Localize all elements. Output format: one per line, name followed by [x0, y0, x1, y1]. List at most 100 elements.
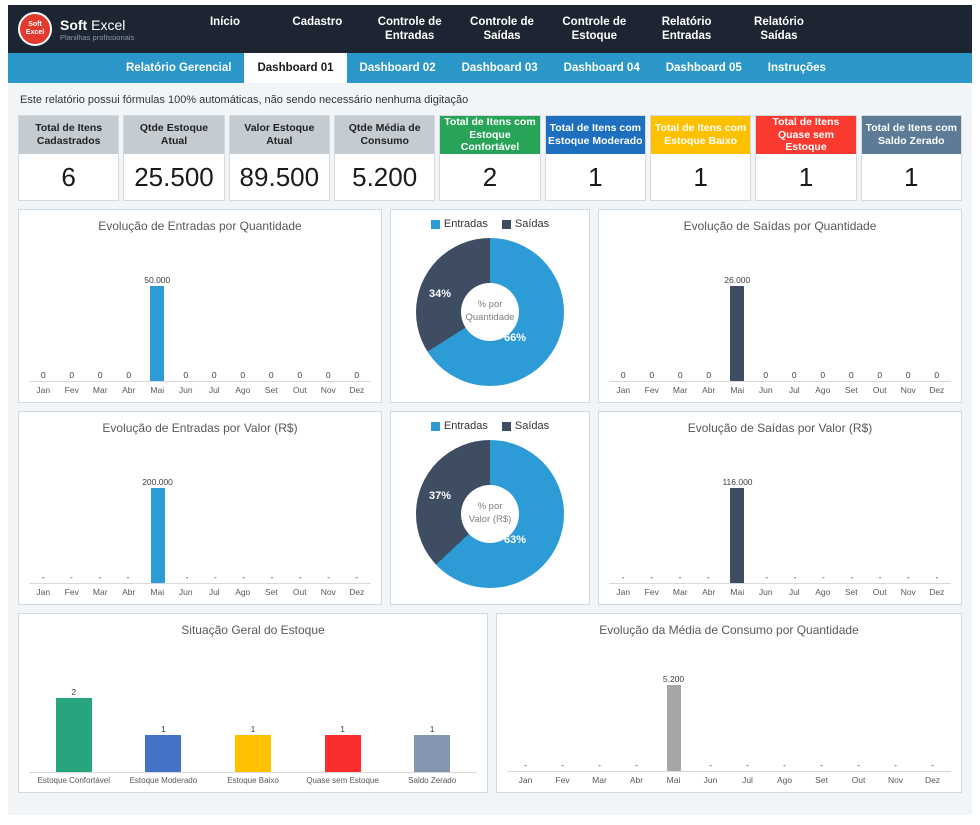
- x-axis-label: Abr: [702, 385, 716, 395]
- bar-column: -: [692, 760, 729, 771]
- nav-controle-saidas[interactable]: Controle de Saídas: [470, 15, 534, 42]
- bar-value-label: -: [270, 572, 274, 582]
- nav-controle-estoque[interactable]: Controle de Estoque: [562, 15, 627, 42]
- bar-value-label: -: [793, 572, 797, 582]
- bar: [414, 735, 451, 772]
- kpi-value: 5.200: [352, 161, 418, 192]
- kpi-header: Total de Itens com Estoque Moderado: [545, 116, 645, 154]
- x-axis-label: Out: [851, 775, 866, 785]
- x-axis-label: Set: [844, 587, 858, 597]
- x-axis-label: Ago: [235, 385, 251, 395]
- bar-value-label: -: [894, 760, 897, 770]
- bar-column: -: [729, 760, 766, 771]
- bar-column: 0: [638, 370, 667, 381]
- charts-row-3: Situação Geral do Estoque 2 1 1 1 1 Estoque C…: [18, 613, 962, 793]
- bar: [324, 735, 361, 772]
- nav-inicio[interactable]: Início: [209, 15, 241, 28]
- bar-column: -: [29, 572, 57, 583]
- x-axis-label: Mai: [730, 587, 745, 597]
- x-axis-label: Jan: [518, 775, 533, 785]
- chart-situacao-estoque-panel: Situação Geral do Estoque 2 1 1 1 1 Estoque C…: [18, 613, 488, 793]
- bar-value-label: 1: [161, 724, 166, 734]
- bar-column: 5.200: [655, 674, 692, 771]
- bar-value-label: 0: [97, 370, 103, 380]
- bar-value-label: -: [709, 760, 712, 770]
- bar-value-label: 0: [69, 370, 75, 380]
- bar-column: -: [803, 760, 840, 771]
- nav-controle-entradas[interactable]: Controle de Entradas: [377, 15, 442, 42]
- x-axis-label: Mai: [666, 775, 681, 785]
- kpi-estoque-baixo: Total de Itens com Estoque Baixo 1: [649, 115, 752, 201]
- donut-pct-entradas: 63%: [504, 534, 527, 546]
- bar-value-label: 0: [820, 370, 826, 380]
- bar-column: -: [753, 572, 781, 583]
- bar-value-label: -: [931, 760, 934, 770]
- bar: [666, 685, 681, 771]
- bar-value-label: 0: [620, 370, 626, 380]
- bar-value-label: 5.200: [662, 674, 685, 684]
- tab-dashboard-03[interactable]: Dashboard 03: [461, 62, 538, 74]
- tab-instrucoes[interactable]: Instruções: [767, 62, 826, 74]
- bar-chart-saidas-quantidade: 0 0 0 0 26.000 0 0 0 0 0 0 0 Jan Fev Mar Abr Mai Jun Jul Ag…: [607, 236, 953, 396]
- x-axis-line: [29, 772, 477, 773]
- brand-text: Soft Excel Planilhas profissionais: [60, 17, 134, 42]
- nav-relatorio-entradas[interactable]: Relatório Entradas: [661, 15, 712, 42]
- x-axis-label: Out: [292, 587, 307, 597]
- kpi-qtde-estoque-atual: Qtde Estoque Atual 25.500: [123, 115, 225, 201]
- bar-column: 0: [229, 370, 258, 381]
- x-axis-label: Ago: [776, 775, 793, 785]
- bar-value-label: -: [41, 572, 45, 582]
- chart-title: Evolução de Entradas por Quantidade: [98, 219, 302, 233]
- bar-column: 0: [257, 370, 286, 381]
- x-axis-labels: Jan Fev Mar Abr Mai Jun Jul Ago Set Out Nov Dez: [505, 772, 953, 786]
- nav-cadastro[interactable]: Cadastro: [292, 15, 343, 28]
- bar-column: 0: [809, 370, 838, 381]
- legend-label: Entradas: [443, 218, 488, 230]
- tab-dashboard-05[interactable]: Dashboard 05: [665, 62, 742, 74]
- bar-column: -: [838, 572, 866, 583]
- tab-dashboard-04[interactable]: Dashboard 04: [563, 62, 640, 74]
- bar-column: 0: [115, 370, 144, 381]
- top-nav-menu: Início Cadastro Controle de Entradas Con…: [182, 15, 822, 44]
- bar-value-label: -: [561, 760, 564, 770]
- donut-center-top: % por: [477, 299, 503, 311]
- bar-value-label: 0: [877, 370, 883, 380]
- bar-value-label: 2: [71, 687, 77, 697]
- bar-value-label: 0: [126, 370, 132, 380]
- x-axis-label: Dez: [929, 587, 945, 597]
- bar-value-label: 0: [240, 370, 246, 380]
- x-axis-label: Fev: [555, 775, 570, 785]
- bar-value-label: 0: [211, 370, 217, 380]
- bar-value-label: -: [783, 760, 786, 770]
- nav-relatorio-saidas[interactable]: Relatório Saídas: [754, 15, 804, 42]
- bar-column: 26.000: [723, 275, 752, 381]
- tab-dashboard-02[interactable]: Dashboard 02: [359, 62, 436, 74]
- x-axis-label: Fev: [64, 385, 79, 395]
- bar-column: -: [809, 572, 837, 583]
- tab-relatorio-gerencial[interactable]: Relatório Gerencial: [126, 62, 232, 74]
- bar-column: -: [766, 760, 803, 771]
- kpi-header: Total de Itens com Estoque Confortável: [440, 116, 540, 154]
- x-axis-label: Mar: [672, 385, 688, 395]
- legend-saidas: Saídas: [501, 420, 549, 432]
- chart-title: Evolução da Média de Consumo por Quantid…: [599, 623, 859, 637]
- x-axis-label: Mai: [150, 587, 165, 597]
- donut-center-label: % por Quantidade: [461, 283, 519, 341]
- donut-valor-panel: Entradas Saídas 37% 63% % por Valor (R$): [390, 411, 590, 605]
- x-axis-label: Dez: [924, 775, 941, 785]
- chart-entradas-quantidade-panel: Evolução de Entradas por Quantidade 0 0 0 0…: [18, 209, 382, 403]
- x-axis-labels: Jan Fev Mar Abr Mai Jun Jul Ago Set Out Nov Dez: [27, 382, 373, 396]
- charts-grid: Evolução de Entradas por Quantidade 0 0 0 0…: [18, 209, 962, 793]
- tab-dashboard-01[interactable]: Dashboard 01: [244, 53, 347, 83]
- bar-column: 0: [86, 370, 115, 381]
- legend-entradas: Entradas: [430, 218, 488, 230]
- soft-excel-logo-icon: Soft Excel: [18, 12, 52, 46]
- legend-entradas: Entradas: [430, 420, 488, 432]
- x-axis-label: Jul: [208, 385, 220, 395]
- bar-column: -: [114, 572, 142, 583]
- bar-column: 0: [894, 370, 923, 381]
- legend-swatch-saidas-icon: [501, 421, 511, 431]
- bar-column: 2: [29, 687, 119, 772]
- x-axis-label: Jul: [208, 587, 220, 597]
- bar-column: -: [666, 572, 694, 583]
